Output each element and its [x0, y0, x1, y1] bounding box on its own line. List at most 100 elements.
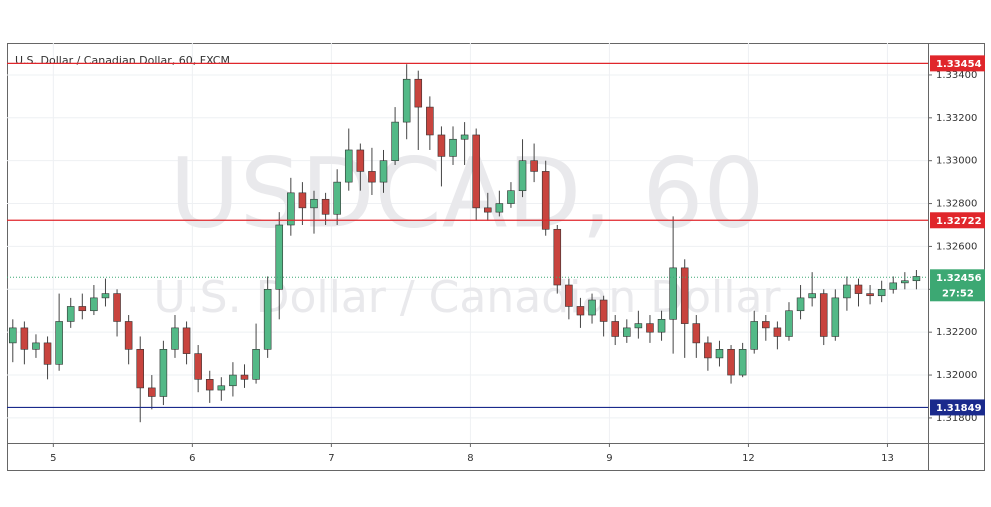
- level-label-box: [930, 55, 985, 72]
- countdown-label: 27:52: [942, 288, 974, 299]
- watermark-symbol: USDCAD, 60: [170, 137, 765, 249]
- candle-body: [901, 280, 909, 284]
- candle-body: [66, 306, 75, 322]
- candle-body: [356, 149, 365, 172]
- candle-body: [124, 321, 133, 350]
- candle-body: [43, 342, 52, 365]
- candle-body: [611, 321, 619, 337]
- candle-body: [9, 327, 17, 344]
- y-tick-label: 1.32000: [936, 370, 977, 381]
- candle-body: [819, 293, 828, 337]
- candle-body: [321, 198, 330, 215]
- candle-body: [808, 293, 816, 299]
- candle-body: [252, 349, 260, 380]
- x-tick-label: 12: [742, 453, 755, 464]
- candle-body: [217, 385, 226, 391]
- candle-body: [831, 297, 840, 337]
- candle-body: [437, 134, 446, 157]
- candle-body: [669, 267, 677, 320]
- x-tick-label: 6: [189, 453, 195, 464]
- level-label: 1.33454: [936, 59, 982, 70]
- candle-body: [750, 321, 759, 350]
- candle-body: [565, 284, 573, 307]
- candle-body: [182, 327, 191, 354]
- candle-body: [20, 327, 29, 350]
- candle-body: [78, 306, 87, 312]
- candle-body: [414, 78, 423, 108]
- x-tick-label: 5: [50, 453, 56, 464]
- y-tick-label: 1.31800: [936, 413, 977, 424]
- candle-body: [715, 349, 724, 359]
- candle-body: [541, 171, 550, 230]
- candle-body: [773, 327, 782, 337]
- candle-body: [32, 342, 40, 350]
- candle-body: [704, 342, 712, 359]
- candle-body: [553, 228, 562, 286]
- candle-body: [426, 106, 434, 136]
- y-tick-label: 1.33200: [936, 113, 977, 124]
- candle-body: [379, 160, 388, 183]
- candle-body: [727, 349, 735, 376]
- candle-body: [646, 323, 654, 333]
- candle-body: [680, 267, 689, 324]
- candle-body: [159, 349, 168, 397]
- candle-body: [391, 121, 399, 161]
- candle-body: [599, 299, 608, 322]
- candle-body: [148, 387, 156, 397]
- candle-body: [483, 207, 492, 213]
- candle-body: [113, 293, 121, 322]
- y-tick-label: 1.33400: [936, 70, 977, 81]
- x-tick-label: 9: [606, 453, 612, 464]
- candle-body: [472, 134, 480, 209]
- x-tick-label: 7: [328, 453, 334, 464]
- candle-body: [623, 327, 631, 337]
- candle-body: [298, 192, 307, 209]
- x-tick-label: 13: [881, 453, 894, 464]
- frame: [7, 43, 985, 471]
- level-label: 1.32722: [936, 216, 982, 227]
- candle-body: [866, 293, 874, 297]
- candle-body: [240, 374, 249, 380]
- y-tick-label: 1.32600: [936, 241, 977, 252]
- candle-body: [634, 323, 643, 329]
- candle-body: [588, 299, 596, 316]
- candle-body: [692, 323, 701, 344]
- candle-body: [796, 297, 805, 312]
- last-price-label: 1.32456: [936, 273, 982, 284]
- x-tick-label: 8: [467, 453, 473, 464]
- candle-body: [171, 327, 179, 350]
- candle-body: [368, 171, 376, 183]
- candle-body: [495, 203, 504, 213]
- candle-body: [530, 160, 538, 172]
- candle-body: [287, 192, 295, 226]
- candle-body: [518, 160, 527, 191]
- candle-body: [344, 149, 353, 183]
- candle-body: [90, 297, 98, 312]
- candle-body: [229, 374, 237, 387]
- chart-title: U.S. Dollar / Canadian Dollar, 60, FXCM: [15, 54, 230, 67]
- candle-body: [657, 319, 666, 333]
- candle-body: [333, 181, 341, 215]
- candle-body: [762, 321, 770, 329]
- level-label-box: [930, 399, 985, 416]
- y-tick-label: 1.33000: [936, 156, 977, 167]
- candle-body: [460, 134, 469, 140]
- candle-body: [194, 353, 202, 380]
- candle-body: [843, 284, 851, 299]
- y-tick-label: 1.32800: [936, 199, 977, 210]
- candle-body: [507, 190, 515, 204]
- candle-body: [275, 224, 284, 290]
- candle-body: [854, 284, 863, 294]
- candle-body: [310, 198, 318, 209]
- candle-body: [738, 349, 747, 376]
- candle-body: [205, 379, 214, 391]
- candle-body: [101, 293, 110, 299]
- last-price-box: [930, 269, 985, 302]
- level-label-box: [930, 212, 985, 229]
- candle-body: [877, 289, 886, 297]
- candle-body: [912, 276, 921, 282]
- candle-body: [449, 138, 457, 157]
- candle-body: [263, 289, 272, 350]
- level-label: 1.31849: [936, 403, 982, 414]
